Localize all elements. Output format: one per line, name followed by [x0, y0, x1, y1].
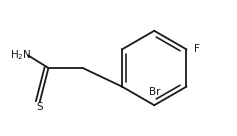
Text: Br: Br	[149, 86, 160, 97]
Text: H$_2$N: H$_2$N	[10, 48, 32, 62]
Text: S: S	[36, 102, 43, 112]
Text: F: F	[194, 44, 200, 54]
